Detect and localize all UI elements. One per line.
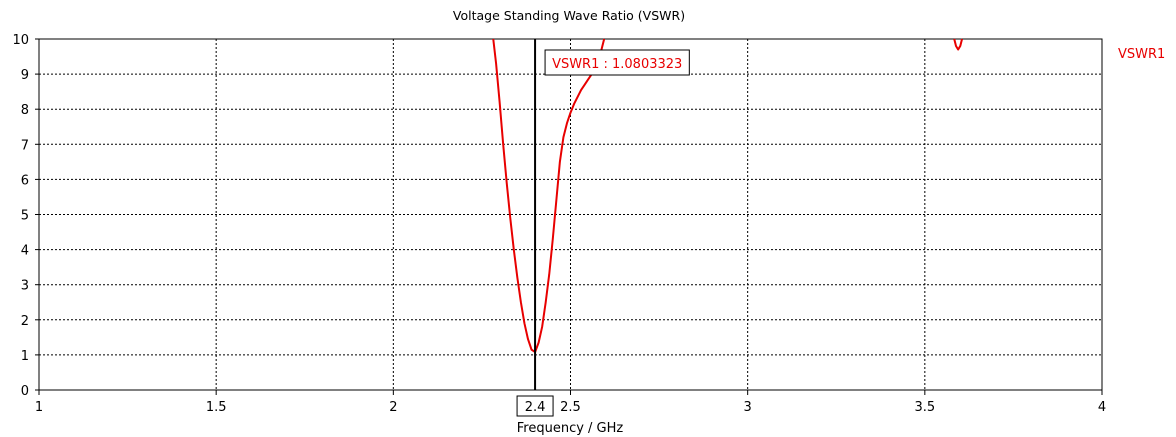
x-tick-label: 1.5 bbox=[206, 400, 227, 415]
x-tick-label: 2.5 bbox=[560, 400, 581, 415]
y-tick-label: 0 bbox=[21, 384, 29, 399]
marker-readout-text: VSWR1 : 1.0803323 bbox=[552, 57, 682, 72]
y-tick-label: 9 bbox=[21, 68, 29, 83]
series-line-vswr1 bbox=[492, 38, 606, 354]
y-axis: 0 1 2 3 4 5 6 7 8 9 10 bbox=[12, 33, 39, 399]
x-tick-label: 3 bbox=[744, 400, 752, 415]
series-layer bbox=[492, 38, 964, 354]
y-tick-label: 7 bbox=[21, 138, 29, 153]
series-line-vswr1 bbox=[953, 38, 964, 51]
y-tick-label: 1 bbox=[21, 349, 29, 364]
marker-readout-box bbox=[544, 49, 690, 76]
chart-title: Voltage Standing Wave Ratio (VSWR) bbox=[453, 8, 685, 23]
x-tick-label: 1 bbox=[35, 400, 43, 415]
y-tick-label: 8 bbox=[21, 103, 29, 118]
marker-x-label[interactable]: 2.4 bbox=[516, 395, 554, 417]
y-tick-label: 2 bbox=[21, 314, 29, 329]
x-tick-label: 4 bbox=[1098, 400, 1106, 415]
y-tick-label: 4 bbox=[21, 244, 29, 259]
x-axis: 1 1.5 2 2.5 3 3.5 4 bbox=[35, 390, 1106, 415]
x-tick-label: 3.5 bbox=[914, 400, 935, 415]
marker-x-label-text: 2.4 bbox=[525, 400, 546, 415]
marker-readout[interactable]: VSWR1 : 1.0803323 bbox=[544, 49, 690, 76]
x-tick-label: 2 bbox=[389, 400, 397, 415]
y-tick-label: 3 bbox=[21, 279, 29, 294]
y-tick-label: 10 bbox=[12, 33, 29, 48]
y-tick-label: 5 bbox=[21, 209, 29, 224]
x-axis-label: Frequency / GHz bbox=[517, 421, 624, 436]
marker-x-label-box bbox=[516, 395, 554, 417]
grid-lines-vertical bbox=[215, 39, 926, 390]
legend-entry-vswr1[interactable]: VSWR1 bbox=[1118, 47, 1165, 62]
y-tick-label: 6 bbox=[21, 173, 29, 188]
